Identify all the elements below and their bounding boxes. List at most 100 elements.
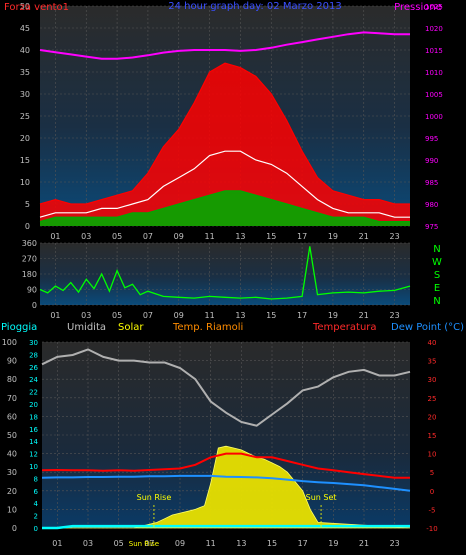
panel1-right-axis-label: Pressione <box>394 2 442 13</box>
panel3-left-tick-label: 100 <box>2 338 17 347</box>
panel3-rain-tick-label: 14 <box>29 438 38 446</box>
panel2-direction-label: N <box>433 296 440 307</box>
panel3-right-tick-label: -5 <box>429 506 436 514</box>
panel3-rain-tick-label: 26 <box>29 364 38 372</box>
panel1-series-fill <box>40 190 410 226</box>
panel3-x-tick-label: 03 <box>83 539 93 548</box>
panel1-right-tick-label: 1020 <box>425 25 443 33</box>
panel3-left-tick-label: 30 <box>7 468 17 477</box>
panel1-title: 24 hour graph day: 02 Marzo 2013 <box>168 1 341 12</box>
panel2-left-tick-label: 360 <box>22 239 37 248</box>
panel3-x-tick-label: 13 <box>236 539 246 548</box>
panel1-left-tick-label: 30 <box>20 90 30 99</box>
panel1-right-tick-label: 1025 <box>425 3 443 11</box>
panel3-legend-label: Temperatura <box>312 322 377 333</box>
panel3-rain-tick-label: 0 <box>34 525 38 533</box>
panel3-series-line <box>41 348 411 427</box>
panel2-left-tick-label: 0 <box>32 301 37 310</box>
panel3-right-tick-label: 30 <box>428 376 437 384</box>
panel2-x-tick-label: 05 <box>112 311 122 320</box>
panel3-sun-label: Sun Set <box>306 493 337 502</box>
panel1-right-tick-label: 985 <box>425 179 438 187</box>
panel1-left-tick-label: 5 <box>25 200 30 209</box>
panel3-rain-tick-label: 30 <box>29 339 38 347</box>
panel3-rain-tick-label: 2 <box>34 513 38 521</box>
panel3-left-tick-label: 0 <box>12 524 17 533</box>
panel2-x-tick-label: 01 <box>50 311 60 320</box>
panel3-left-tick-label: 10 <box>7 505 17 514</box>
panel2-x-tick-label: 15 <box>266 311 276 320</box>
panel3-x-tick-label: 19 <box>328 539 338 548</box>
panel3-legend-label: Solar <box>118 322 144 333</box>
panel3-sun-label: Sun Rise <box>137 493 172 502</box>
panel2-direction-label: W <box>432 257 442 268</box>
panel1-right-tick-label: 1005 <box>425 91 443 99</box>
panel3-rain-tick-label: 20 <box>29 401 38 409</box>
panel3-left-tick-label: 80 <box>7 375 17 384</box>
panel3-right-tick-label: 25 <box>428 395 437 403</box>
panel3-x-tick-label: 23 <box>390 539 400 548</box>
panel3-rain-tick-label: 16 <box>29 426 38 434</box>
panel3-right-tick-label: 40 <box>428 339 437 347</box>
panel2-x-tick-label: 07 <box>143 311 153 320</box>
panel2-left-tick-label: 180 <box>22 270 37 279</box>
panel3-solar-area <box>42 445 411 529</box>
panel1-series-line <box>39 62 410 205</box>
panel3-left-tick-label: 70 <box>7 394 17 403</box>
panel3-series-line <box>41 474 411 492</box>
panel2-left-tick-label: 90 <box>27 286 37 295</box>
panel3-legend-label: Pioggia <box>1 322 37 333</box>
panel3-rain-tick-label: 8 <box>34 475 38 483</box>
panel3-rain-tick-label: 12 <box>29 451 38 459</box>
panel1-series-line <box>39 31 410 60</box>
panel3-x-tick-label: 05 <box>114 539 124 548</box>
panel2-x-tick-label: 13 <box>235 311 245 320</box>
panel3-right-tick-label: 5 <box>430 469 434 477</box>
panel1-right-tick-label: 1000 <box>425 113 443 121</box>
panel3-rain-tick-label: 6 <box>34 488 39 496</box>
panel3-rain-tick-label: 10 <box>29 463 38 471</box>
panel2-x-tick-label: 11 <box>204 311 214 320</box>
panel3-left-tick-label: 20 <box>7 487 17 496</box>
panel1-left-tick-label: 50 <box>20 2 30 11</box>
panel1-series-line <box>39 190 410 223</box>
panel1-left-tick-label: 20 <box>20 134 30 143</box>
panel3-x-tick-label: 07 <box>144 539 154 548</box>
panel1-left-tick-label: 10 <box>20 178 30 187</box>
panel3-right-tick-label: 10 <box>428 451 437 459</box>
panel1-x-tick-label: 21 <box>359 232 369 241</box>
panel3-x-tick-label: 09 <box>175 539 185 548</box>
panel1-right-tick-label: 980 <box>425 201 438 209</box>
panel2-series-line <box>39 246 411 300</box>
panel2-direction-label: E <box>434 283 440 294</box>
panel1-series-fill <box>40 63 410 227</box>
panel3-right-tick-label: 0 <box>430 488 434 496</box>
panel1-x-tick-label: 19 <box>328 232 338 241</box>
panel3-rain-tick-label: 24 <box>29 376 38 384</box>
panel3-x-tick-label: 17 <box>298 539 308 548</box>
panel3-right-tick-label: 20 <box>428 413 437 421</box>
panel3-left-tick-label: 90 <box>7 357 17 366</box>
panel2-x-tick-label: 19 <box>328 311 338 320</box>
panel1-right-tick-label: 1010 <box>425 69 443 77</box>
panel1-x-tick-label: 23 <box>389 232 399 241</box>
panel2-x-tick-label: 03 <box>81 311 91 320</box>
panel2-direction-label: S <box>434 270 440 281</box>
panel2-x-tick-label: 21 <box>359 311 369 320</box>
panel1-right-tick-label: 1015 <box>425 47 443 55</box>
panel2-x-tick-label: 17 <box>297 311 307 320</box>
panel3-left-tick-label: 40 <box>7 450 17 459</box>
panel3-x-tick-label: 15 <box>267 539 277 548</box>
panel1-left-tick-label: 25 <box>20 112 30 121</box>
panel3-series-line <box>42 524 410 530</box>
panel1-series-line <box>39 150 410 218</box>
panel3-series-line <box>41 452 410 479</box>
panel1-x-tick-label: 11 <box>204 232 214 241</box>
panel3-right-tick-label: 15 <box>428 432 437 440</box>
panel1-right-tick-label: 995 <box>425 135 438 143</box>
panel1-x-tick-label: 03 <box>81 232 91 241</box>
panel3-legend-label: Dew Point (°C) <box>391 322 464 333</box>
panel1-left-tick-label: 45 <box>20 24 30 33</box>
panel3-left-tick-label: 60 <box>7 412 17 421</box>
